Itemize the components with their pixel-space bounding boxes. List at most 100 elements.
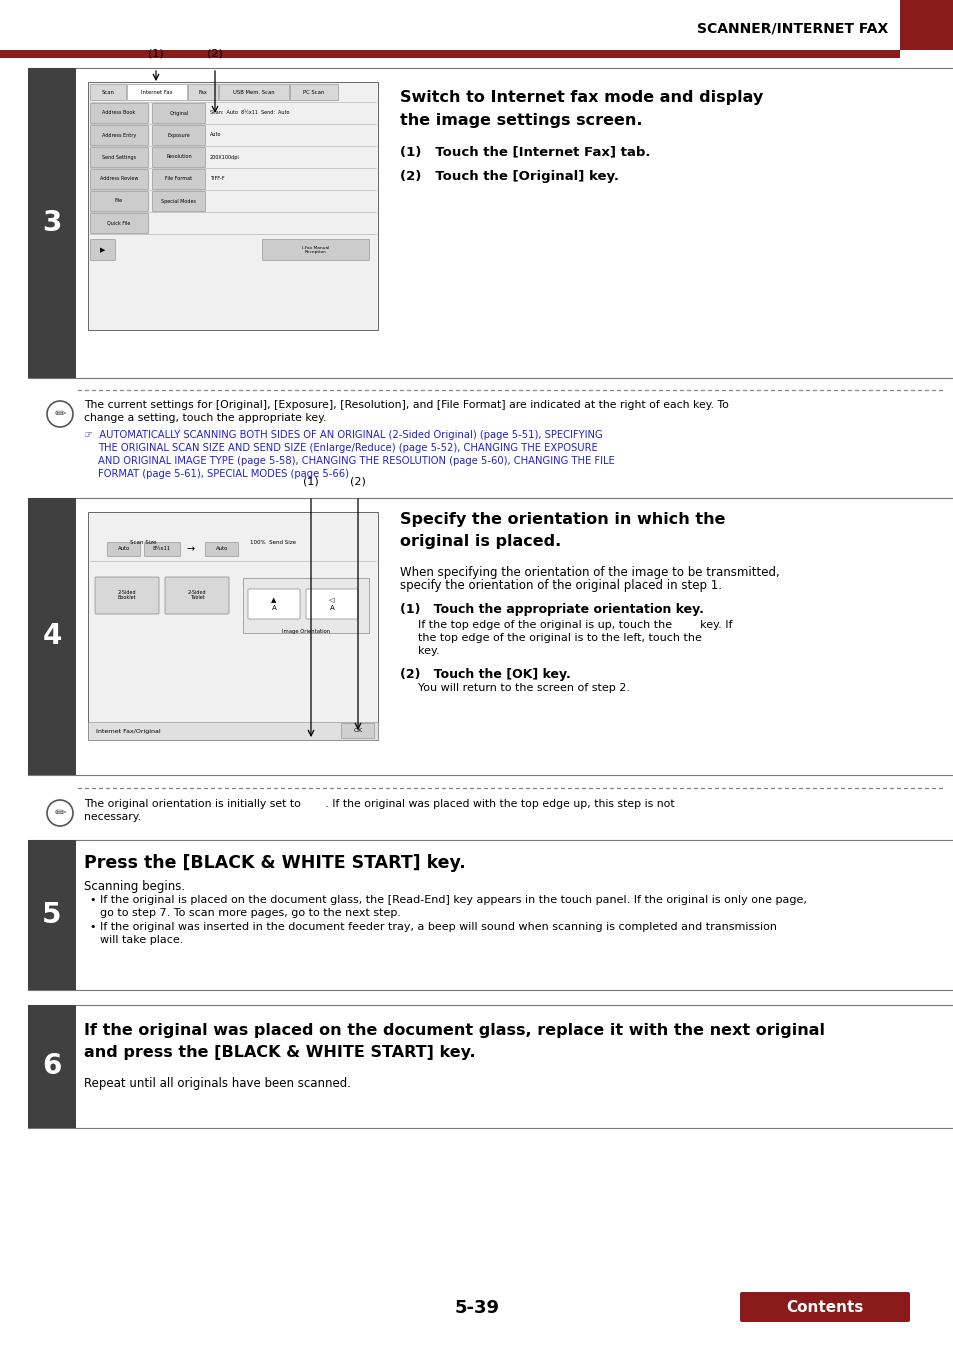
Text: AND ORIGINAL IMAGE TYPE (page 5-58), CHANGING THE RESOLUTION (page 5-60), CHANGI: AND ORIGINAL IMAGE TYPE (page 5-58), CHA… [98, 456, 614, 466]
Text: 5: 5 [42, 900, 62, 929]
Bar [219, 84, 289, 100]
Text: Press the [BLACK & WHITE START] key.: Press the [BLACK & WHITE START] key. [84, 855, 465, 872]
Text: • If the original was inserted in the document feeder tray, a beep will sound wh: • If the original was inserted in the do… [90, 922, 776, 931]
FancyBboxPatch shape [144, 543, 180, 556]
Bar [28, 498, 953, 775]
Text: 6: 6 [42, 1053, 62, 1080]
Text: Contents: Contents [785, 1300, 862, 1315]
FancyBboxPatch shape [91, 170, 149, 189]
Text: (1): (1) [148, 49, 164, 58]
FancyBboxPatch shape [108, 543, 140, 556]
Text: The current settings for [Original], [Exposure], [Resolution], and [File Format]: The current settings for [Original], [Ex… [84, 400, 728, 410]
Text: (2)   Touch the [OK] key.: (2) Touch the [OK] key. [399, 668, 570, 680]
Text: 3: 3 [42, 209, 62, 238]
Text: Address Book: Address Book [102, 111, 135, 116]
Text: THE ORIGINAL SCAN SIZE AND SEND SIZE (Enlarge/Reduce) (page 5-52), CHANGING THE : THE ORIGINAL SCAN SIZE AND SEND SIZE (En… [98, 443, 598, 454]
Text: Original: Original [170, 111, 189, 116]
Text: Scan: Scan [101, 89, 114, 95]
Text: Image Orientation: Image Orientation [282, 629, 330, 634]
Text: When specifying the orientation of the image to be transmitted,: When specifying the orientation of the i… [399, 566, 779, 579]
Bar [0, 50, 899, 58]
FancyBboxPatch shape [306, 589, 357, 620]
Text: SCANNER/INTERNET FAX: SCANNER/INTERNET FAX [696, 22, 887, 35]
Bar [90, 84, 126, 100]
Text: Quick File: Quick File [107, 220, 131, 225]
Bar [28, 840, 953, 990]
Text: Address Entry: Address Entry [102, 132, 136, 138]
Text: Exposure: Exposure [168, 132, 191, 138]
Bar [28, 1004, 953, 1129]
Text: ▶: ▶ [100, 247, 106, 252]
FancyBboxPatch shape [95, 576, 159, 614]
Text: ✏: ✏ [54, 806, 66, 819]
Text: Scan Size: Scan Size [130, 540, 156, 545]
FancyBboxPatch shape [91, 126, 149, 146]
Text: Repeat until all originals have been scanned.: Repeat until all originals have been sca… [84, 1077, 351, 1089]
Text: specify the orientation of the original placed in step 1.: specify the orientation of the original … [399, 579, 721, 593]
Bar [88, 722, 377, 740]
Text: Specify the orientation in which the: Specify the orientation in which the [399, 512, 724, 526]
Text: 200X100dpi: 200X100dpi [210, 154, 239, 159]
Bar [290, 84, 337, 100]
FancyBboxPatch shape [740, 1292, 909, 1322]
Text: TIFF-F: TIFF-F [210, 177, 224, 181]
Text: Scan:  Auto  8½x11  Send:  Auto: Scan: Auto 8½x11 Send: Auto [210, 111, 289, 116]
Text: original is placed.: original is placed. [399, 535, 560, 549]
Text: →: → [187, 544, 194, 554]
Bar [88, 512, 377, 740]
Text: (1)   Touch the appropriate orientation key.: (1) Touch the appropriate orientation ke… [399, 603, 703, 616]
Text: FORMAT (page 5-61), SPECIAL MODES (page 5-66): FORMAT (page 5-61), SPECIAL MODES (page … [98, 468, 349, 479]
Text: ☞  AUTOMATICALLY SCANNING BOTH SIDES OF AN ORIGINAL (2-Sided Original) (page 5-5: ☞ AUTOMATICALLY SCANNING BOTH SIDES OF A… [84, 431, 602, 440]
Text: (1)   Touch the [Internet Fax] tab.: (1) Touch the [Internet Fax] tab. [399, 144, 650, 158]
FancyBboxPatch shape [152, 126, 205, 146]
Text: 2-Sided
Tablet: 2-Sided Tablet [188, 590, 206, 601]
Text: Internet Fax: Internet Fax [141, 89, 172, 95]
Bar [28, 840, 76, 990]
Text: 2-Sided
Booklet: 2-Sided Booklet [117, 590, 136, 601]
FancyBboxPatch shape [152, 147, 205, 167]
Text: If the original was placed on the document glass, replace it with the next origi: If the original was placed on the docume… [84, 1023, 824, 1038]
FancyBboxPatch shape [248, 589, 299, 620]
Text: • If the original is placed on the document glass, the [Read-End] key appears in: • If the original is placed on the docum… [90, 895, 806, 905]
Text: Internet Fax/Original: Internet Fax/Original [96, 729, 160, 733]
Text: PC Scan: PC Scan [303, 89, 324, 95]
Text: Scanning begins.: Scanning begins. [84, 880, 185, 892]
Text: Address Review: Address Review [100, 177, 138, 181]
FancyBboxPatch shape [152, 104, 205, 123]
FancyBboxPatch shape [262, 239, 369, 261]
FancyBboxPatch shape [152, 192, 205, 212]
Bar [88, 82, 377, 329]
Text: (2): (2) [207, 49, 223, 58]
Text: 5-39: 5-39 [454, 1299, 499, 1318]
Text: change a setting, touch the appropriate key.: change a setting, touch the appropriate … [84, 413, 326, 423]
FancyBboxPatch shape [152, 170, 205, 189]
Text: File Format: File Format [165, 177, 193, 181]
Text: the top edge of the original is to the left, touch the: the top edge of the original is to the l… [417, 633, 701, 643]
Text: the image settings screen.: the image settings screen. [399, 113, 641, 128]
Text: ◁
A: ◁ A [329, 598, 335, 610]
FancyBboxPatch shape [91, 239, 115, 261]
Text: I-Fax Manual
Reception: I-Fax Manual Reception [302, 246, 330, 254]
Text: (2)   Touch the [Original] key.: (2) Touch the [Original] key. [399, 170, 618, 184]
Bar [243, 578, 369, 633]
Text: USB Mem. Scan: USB Mem. Scan [233, 89, 274, 95]
Text: 100%  Send Size: 100% Send Size [250, 540, 295, 545]
Text: File: File [114, 198, 123, 204]
FancyBboxPatch shape [91, 147, 149, 167]
Text: Send Settings: Send Settings [102, 154, 136, 159]
FancyBboxPatch shape [341, 724, 375, 738]
Text: (2): (2) [350, 477, 366, 486]
Bar [127, 84, 187, 100]
Text: Switch to Internet fax mode and display: Switch to Internet fax mode and display [399, 90, 762, 105]
Text: If the top edge of the original is up, touch the        key. If: If the top edge of the original is up, t… [417, 620, 732, 630]
Text: OK: OK [353, 729, 362, 733]
Text: key.: key. [417, 647, 439, 656]
Text: Fax: Fax [198, 89, 207, 95]
Text: Auto: Auto [210, 132, 221, 138]
Bar [899, 0, 953, 50]
Text: (1): (1) [303, 477, 318, 486]
Text: Resolution: Resolution [166, 154, 192, 159]
Text: go to step 7. To scan more pages, go to the next step.: go to step 7. To scan more pages, go to … [100, 909, 400, 918]
Text: 4: 4 [42, 622, 62, 651]
Bar [28, 68, 953, 378]
